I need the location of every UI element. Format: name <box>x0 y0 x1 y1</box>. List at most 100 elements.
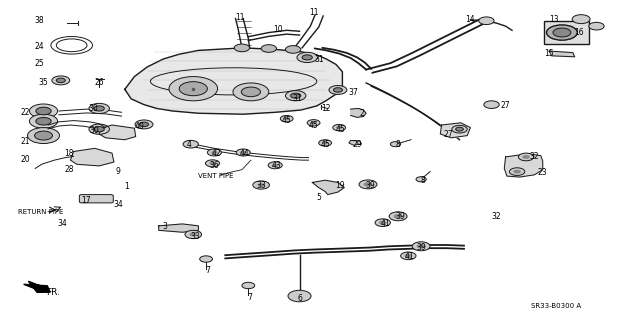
Text: 34: 34 <box>58 219 68 228</box>
Text: 29: 29 <box>352 140 362 149</box>
Circle shape <box>389 212 407 221</box>
Polygon shape <box>125 48 342 114</box>
Text: 10: 10 <box>273 25 284 34</box>
Text: 45: 45 <box>308 121 319 130</box>
Circle shape <box>253 181 269 189</box>
Text: 9: 9 <box>116 167 121 176</box>
FancyBboxPatch shape <box>79 195 113 203</box>
Circle shape <box>522 155 530 159</box>
Text: 43: 43 <box>271 161 282 170</box>
Circle shape <box>417 244 426 249</box>
Circle shape <box>89 103 109 114</box>
Circle shape <box>452 125 467 133</box>
Text: 39: 39 <box>365 181 375 190</box>
Circle shape <box>394 214 403 219</box>
Text: 11: 11 <box>236 13 244 22</box>
Text: 24: 24 <box>35 42 45 51</box>
Polygon shape <box>24 281 50 292</box>
Circle shape <box>169 77 218 101</box>
Circle shape <box>518 153 534 161</box>
Text: 32: 32 <box>491 212 501 221</box>
Circle shape <box>94 127 104 132</box>
Circle shape <box>547 25 577 40</box>
Circle shape <box>200 256 212 262</box>
Circle shape <box>236 149 250 156</box>
Text: 42: 42 <box>211 149 221 158</box>
Text: 39: 39 <box>395 212 405 221</box>
Text: 20: 20 <box>20 155 31 164</box>
Circle shape <box>272 164 278 167</box>
Text: RETURN PIPE: RETURN PIPE <box>18 209 63 215</box>
Circle shape <box>285 46 301 53</box>
Text: 4: 4 <box>186 140 191 149</box>
Text: 14: 14 <box>465 15 476 24</box>
Circle shape <box>135 120 153 129</box>
Circle shape <box>36 107 51 115</box>
Text: 45: 45 <box>320 140 330 149</box>
Circle shape <box>56 78 65 83</box>
Text: 11: 11 <box>309 8 318 17</box>
Circle shape <box>404 254 412 258</box>
Text: 44: 44 <box>239 149 250 158</box>
Text: 27: 27 <box>500 101 511 110</box>
Circle shape <box>572 15 590 24</box>
Text: 18: 18 <box>65 149 74 158</box>
Text: 17: 17 <box>81 197 92 205</box>
Text: 23: 23 <box>538 168 548 177</box>
Circle shape <box>416 177 426 182</box>
Text: 39: 39 <box>416 243 426 252</box>
Text: 37: 37 <box>348 88 358 97</box>
Circle shape <box>268 162 282 169</box>
Circle shape <box>89 124 109 134</box>
Text: 32: 32 <box>529 152 540 161</box>
Text: 21: 21 <box>21 137 30 146</box>
Text: 28: 28 <box>65 165 74 174</box>
Circle shape <box>307 120 320 126</box>
Circle shape <box>209 162 216 165</box>
Circle shape <box>310 121 317 124</box>
Text: 5: 5 <box>316 193 321 202</box>
Circle shape <box>484 101 499 108</box>
Text: 35: 35 <box>38 78 49 87</box>
Circle shape <box>257 183 265 187</box>
Circle shape <box>207 149 221 156</box>
Circle shape <box>52 76 70 85</box>
Text: 12: 12 <box>322 104 331 113</box>
Circle shape <box>479 17 494 25</box>
Circle shape <box>297 52 317 63</box>
Circle shape <box>329 85 347 94</box>
Polygon shape <box>312 180 344 195</box>
Text: 36: 36 <box>209 161 220 170</box>
Circle shape <box>319 140 332 146</box>
Circle shape <box>183 140 198 148</box>
Circle shape <box>205 160 220 167</box>
Circle shape <box>288 290 311 302</box>
Text: FR.: FR. <box>46 288 60 297</box>
Circle shape <box>242 282 255 289</box>
Circle shape <box>280 115 293 122</box>
Polygon shape <box>70 148 114 166</box>
Polygon shape <box>351 108 366 117</box>
Text: 45: 45 <box>335 125 346 134</box>
Text: 33: 33 <box>190 232 200 241</box>
Circle shape <box>285 91 306 101</box>
Text: 1: 1 <box>124 182 129 191</box>
Circle shape <box>390 142 401 147</box>
Circle shape <box>36 117 51 125</box>
Text: 8: 8 <box>396 140 401 149</box>
Circle shape <box>456 127 463 131</box>
Circle shape <box>553 28 571 37</box>
Text: 30: 30 <box>88 104 98 113</box>
Polygon shape <box>504 154 543 177</box>
Circle shape <box>261 45 276 52</box>
Circle shape <box>94 106 104 111</box>
Text: 19: 19 <box>335 181 346 189</box>
Circle shape <box>241 87 260 97</box>
Text: 41: 41 <box>380 219 390 228</box>
Polygon shape <box>440 123 470 138</box>
Text: 16: 16 <box>574 28 584 37</box>
Circle shape <box>509 168 525 175</box>
Text: 25: 25 <box>35 59 45 68</box>
Polygon shape <box>549 51 575 57</box>
Text: 41: 41 <box>404 252 415 261</box>
